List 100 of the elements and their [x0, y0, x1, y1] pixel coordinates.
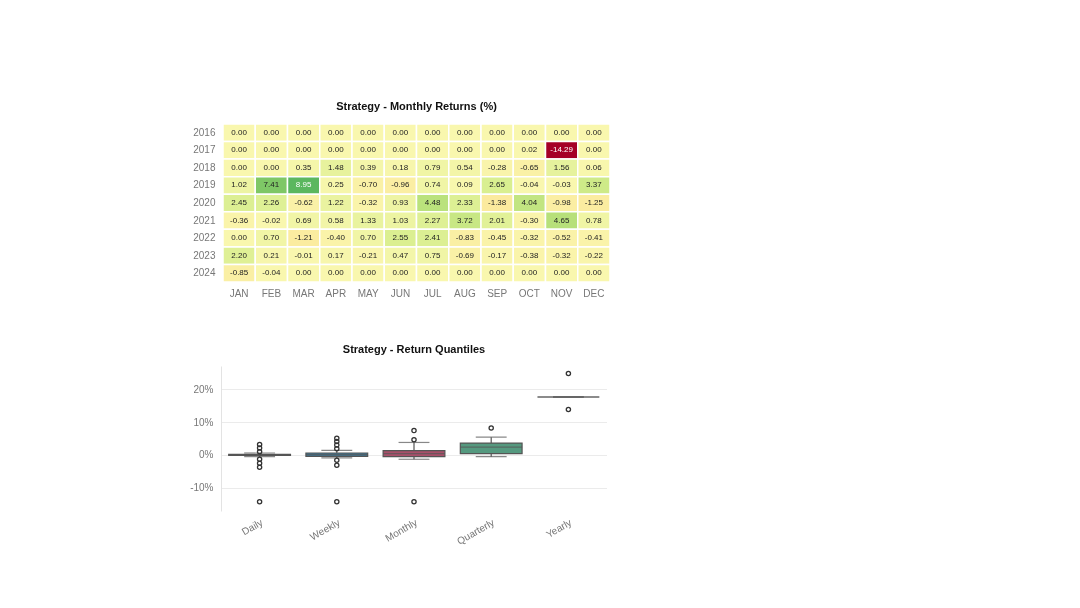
data-label: -0.70 [359, 180, 378, 190]
data-label: 3.72 [457, 215, 474, 225]
data-label: -0.32 [520, 233, 540, 243]
data-label: 0.70 [360, 233, 377, 243]
data-label: -0.45 [488, 233, 507, 243]
data-label: 2.55 [392, 233, 409, 243]
data-label: 0.00 [457, 145, 474, 155]
data-label: 0.00 [231, 162, 248, 172]
x-tick-label: JUL [423, 287, 442, 299]
x-tick-label: MAY [357, 287, 379, 299]
data-label: 0.00 [231, 127, 248, 137]
y-tick-label: 2019 [193, 179, 216, 191]
x-tick-label: APR [325, 287, 347, 299]
data-label: 0.00 [360, 127, 377, 137]
data-label: -0.69 [455, 250, 475, 260]
x-tick-label: NOV [550, 287, 573, 299]
data-label: 0.79 [424, 162, 441, 172]
data-label: 2.45 [231, 198, 248, 207]
data-label: 0.74 [424, 180, 441, 190]
data-label: 0.69 [295, 215, 312, 225]
x-tick-label: MAR [292, 287, 315, 299]
data-label: -0.04 [520, 180, 540, 190]
data-label: -1.21 [294, 233, 314, 243]
data-label: 0.00 [263, 127, 280, 137]
data-label: 0.75 [424, 250, 441, 260]
data-label: -0.04 [262, 268, 282, 278]
data-label: 0.00 [263, 162, 280, 172]
data-label: 0.02 [521, 145, 538, 155]
data-label: -0.83 [455, 233, 475, 243]
data-label: 0.00 [263, 145, 280, 155]
data-label: 0.06 [586, 162, 603, 172]
data-label: 0.00 [586, 268, 603, 278]
data-label: 1.22 [328, 198, 345, 207]
data-label: 0.09 [457, 180, 474, 190]
y-tick-label: 2024 [193, 267, 216, 279]
x-tick-label: OCT [518, 287, 540, 299]
data-label: -0.32 [552, 250, 572, 260]
data-label: 0.00 [295, 268, 312, 278]
data-label: 4.48 [424, 198, 441, 207]
data-label: 0.00 [553, 268, 570, 278]
x-tick-label: JAN [229, 287, 249, 299]
x-tick-label: JUN [390, 287, 411, 299]
y-tick-label: 2018 [193, 161, 216, 173]
data-label: 0.00 [392, 127, 409, 137]
data-label: 0.00 [521, 268, 538, 278]
x-tick-label: Yearly [544, 516, 574, 540]
y-tick-label: 2017 [193, 144, 216, 156]
data-label: 0.00 [489, 145, 506, 155]
data-label: 0.00 [328, 145, 345, 155]
data-label: 0.21 [263, 250, 280, 260]
data-label: 0.00 [295, 127, 312, 137]
data-label: 0.00 [392, 145, 409, 155]
data-label: 0.00 [586, 145, 603, 155]
data-label: 0.00 [424, 127, 441, 137]
x-tick-label: DEC [583, 287, 605, 299]
data-label: 0.00 [231, 145, 248, 155]
data-label: -1.38 [488, 198, 507, 207]
data-label: 0.00 [457, 268, 474, 278]
data-label: 0.54 [457, 162, 474, 172]
data-label: -0.40 [326, 233, 346, 243]
y-tick-label: 2022 [193, 232, 216, 244]
y-tick-label: 0% [199, 449, 214, 461]
data-label: 2.65 [489, 180, 506, 190]
data-label: 0.00 [392, 268, 409, 278]
data-label: 0.00 [295, 145, 312, 155]
data-label: 0.00 [360, 145, 377, 155]
data-label: 0.00 [424, 145, 441, 155]
data-label: -0.17 [488, 250, 507, 260]
x-tick-label: AUG [454, 287, 476, 299]
data-label: 8.95 [295, 180, 312, 190]
data-label: -0.41 [584, 233, 604, 243]
data-label: 0.18 [392, 162, 409, 172]
data-label: 1.56 [553, 162, 570, 172]
data-label: 1.48 [328, 162, 345, 172]
x-tick-label: Daily [239, 516, 265, 538]
data-label: -0.98 [552, 198, 572, 207]
data-label: -0.36 [230, 215, 249, 225]
data-label: 0.35 [295, 162, 312, 172]
y-tick-label: 2020 [193, 197, 216, 208]
data-label: 0.00 [489, 268, 506, 278]
x-tick-label: FEB [261, 287, 282, 299]
data-label: -0.65 [520, 162, 540, 172]
data-label: 2.26 [263, 198, 280, 207]
data-label: 0.00 [328, 127, 345, 137]
data-label: -0.03 [552, 180, 572, 190]
data-label: 0.00 [231, 233, 248, 243]
data-label: 0.00 [328, 268, 345, 278]
data-label: 0.93 [392, 198, 409, 207]
data-label: 2.27 [424, 215, 441, 225]
y-tick-label: 2016 [193, 126, 216, 138]
data-label: 0.58 [328, 215, 345, 225]
data-label: 0.25 [328, 180, 345, 190]
chart-title: Strategy - Return Quantiles [342, 343, 486, 355]
data-label: 3.37 [586, 180, 603, 190]
data-label: 2.20 [231, 250, 248, 260]
data-label: -0.02 [262, 215, 282, 225]
y-tick-label: 20% [193, 383, 214, 395]
y-tick-label: 10% [193, 416, 214, 428]
data-label: 7.41 [263, 180, 280, 190]
data-label: -0.22 [584, 250, 604, 260]
